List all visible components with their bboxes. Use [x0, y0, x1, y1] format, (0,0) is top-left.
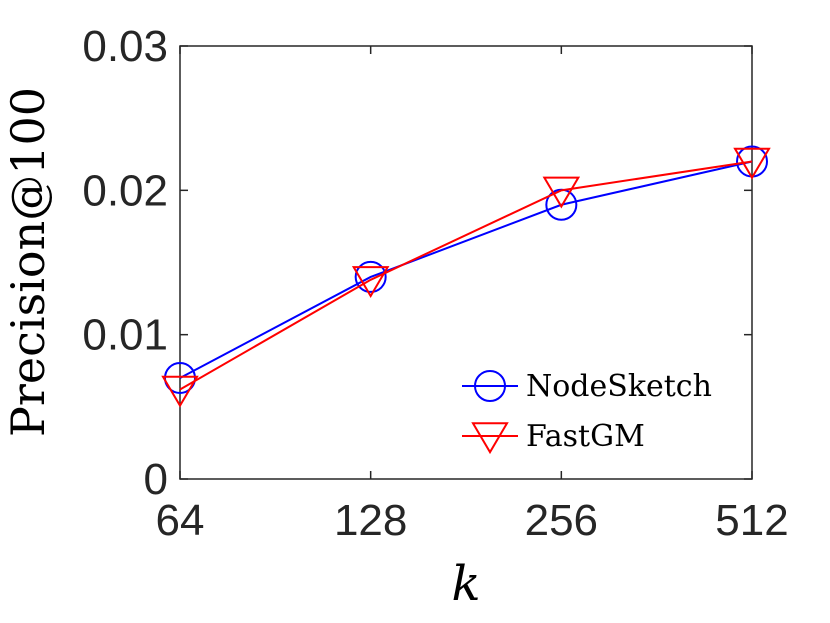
y-axis: 0 0.01 0.02 0.03 — [82, 22, 752, 504]
legend-label: FastGM — [526, 419, 645, 454]
x-tick-label: 128 — [334, 496, 407, 545]
series-layer — [161, 145, 771, 408]
legend-marker — [474, 370, 506, 402]
legend-label: NodeSketch — [526, 369, 712, 404]
legend-item: FastGM — [462, 419, 645, 455]
data-point — [542, 176, 581, 209]
y-tick-label: 0.02 — [82, 166, 168, 215]
legend-marker — [471, 422, 509, 455]
series-line — [179, 160, 753, 391]
data-point — [351, 266, 390, 298]
data-point — [161, 375, 199, 408]
x-axis-label: k — [451, 556, 480, 612]
legend-item: NodeSketch — [462, 369, 712, 404]
y-tick-label: 0.03 — [82, 22, 168, 71]
x-tick-label: 256 — [525, 496, 598, 545]
series-line — [179, 160, 753, 379]
x-tick-label: 64 — [156, 496, 205, 545]
y-axis-label: Precision@100 — [1, 87, 55, 437]
y-tick-label: 0 — [144, 455, 168, 504]
series-fastgm — [161, 147, 771, 408]
y-tick-label: 0.01 — [82, 311, 168, 360]
data-point — [164, 361, 196, 394]
plot-area — [179, 45, 753, 480]
data-point — [354, 260, 387, 293]
legend: NodeSketch FastGM — [462, 369, 712, 455]
data-point — [733, 147, 771, 180]
x-tick-label: 512 — [715, 496, 788, 545]
x-axis: 64 128 256 512 — [156, 46, 789, 545]
